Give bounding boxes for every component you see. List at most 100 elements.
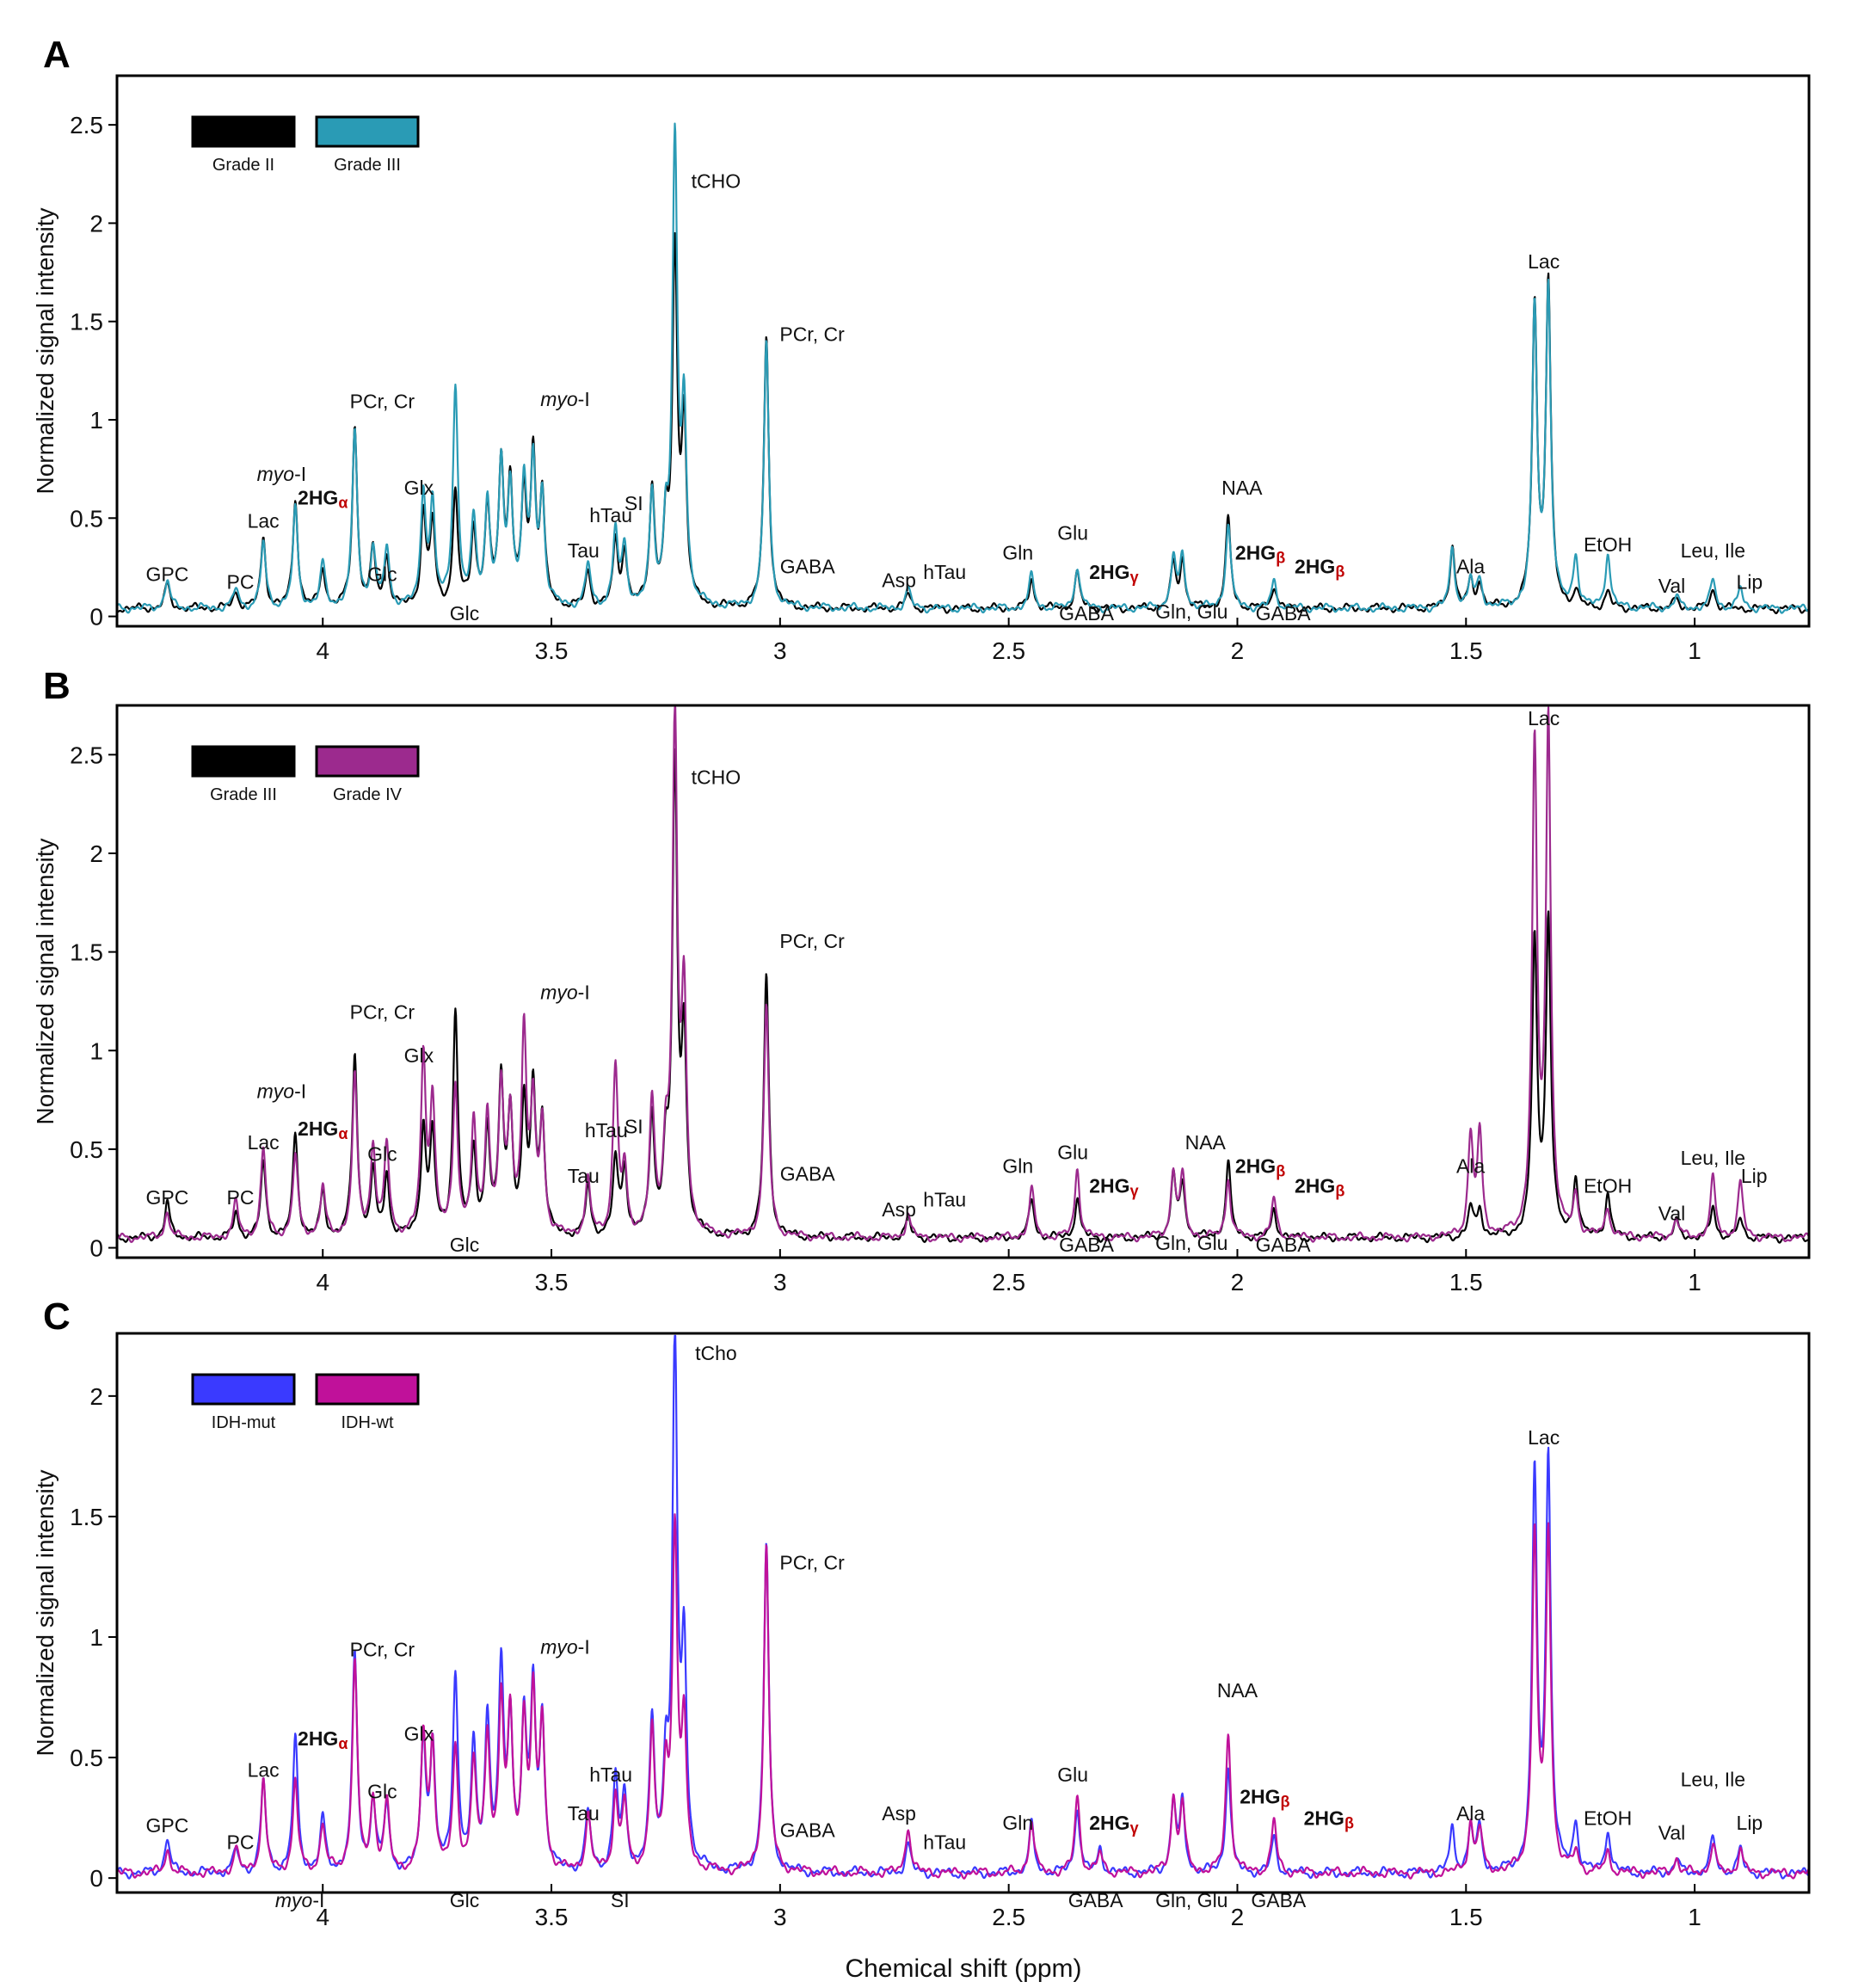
peak-label: 2HGβ bbox=[1295, 1174, 1344, 1199]
peak-label: NAA bbox=[1185, 1131, 1227, 1154]
label-italic: myo bbox=[540, 388, 578, 410]
peak-label: Glu bbox=[1057, 1763, 1088, 1786]
y-tick-label: 0 bbox=[89, 1865, 103, 1892]
peak-label: Ala bbox=[1456, 1802, 1485, 1825]
x-tick-label: 2 bbox=[1231, 1904, 1245, 1930]
label-main: 2HG bbox=[1089, 1812, 1129, 1834]
label-main: 2HG bbox=[1240, 1785, 1280, 1807]
label-main: 2HG bbox=[298, 486, 338, 508]
peak-label: PC bbox=[227, 571, 255, 594]
peak-label: Leu, Ile bbox=[1681, 1769, 1745, 1791]
label-subscript: β bbox=[1281, 1793, 1290, 1810]
label-italic: myo bbox=[540, 982, 578, 1004]
y-axis-title: Normalized signal intensity bbox=[32, 207, 58, 494]
label-italic: myo bbox=[540, 1636, 578, 1659]
label-subscript: β bbox=[1276, 1162, 1285, 1179]
peak-label: hTau bbox=[589, 1763, 632, 1786]
peak-label: PCr, Cr bbox=[350, 1638, 415, 1660]
label-main: 2HG bbox=[1295, 555, 1335, 577]
peak-label: hTau bbox=[585, 1119, 628, 1142]
y-axis-title: Normalized signal intensity bbox=[32, 838, 58, 1124]
peak-label: Ala bbox=[1456, 555, 1485, 577]
peak-label: hTau bbox=[923, 561, 966, 583]
legend-swatch bbox=[191, 1373, 296, 1406]
peak-label: NAA bbox=[1221, 477, 1263, 499]
peak-label: PCr, Cr bbox=[779, 1552, 845, 1574]
x-tick-label: 3 bbox=[773, 637, 787, 664]
plot-frame bbox=[115, 704, 1811, 1259]
y-tick-label: 1 bbox=[89, 1624, 103, 1651]
label-rest: -I bbox=[294, 463, 306, 485]
peak-label: Gln bbox=[1002, 1154, 1033, 1177]
peak-label: Leu, Ile bbox=[1681, 1147, 1745, 1169]
legend-label: Grade II bbox=[212, 156, 274, 175]
peak-label: Glc bbox=[367, 563, 397, 585]
x-tick-label: 3.5 bbox=[535, 1904, 569, 1930]
legend-label: IDH-wt bbox=[341, 1413, 394, 1432]
peak-label: PCr, Cr bbox=[779, 323, 845, 346]
x-tick-label: 2.5 bbox=[992, 637, 1025, 664]
peak-label: Glu bbox=[1057, 1141, 1088, 1163]
y-tick-label: 2.5 bbox=[70, 112, 103, 138]
peak-label: Lip bbox=[1741, 1165, 1768, 1187]
label-subscript: β bbox=[1276, 549, 1285, 566]
x-tick-label: 2 bbox=[1231, 637, 1245, 664]
peak-label: Tau bbox=[568, 539, 600, 562]
peak-label: SI bbox=[611, 1889, 630, 1911]
peak-label: 2HGγ bbox=[1089, 1174, 1138, 1199]
legend-swatch bbox=[191, 115, 296, 148]
peak-label: Val bbox=[1658, 1202, 1686, 1224]
x-tick-label: 2.5 bbox=[992, 1269, 1025, 1296]
peak-label: GABA bbox=[1059, 602, 1115, 625]
peak-label: Gln, Glu bbox=[1155, 1889, 1227, 1911]
peak-label: 2HGβ bbox=[1304, 1807, 1354, 1832]
label-subscript: α bbox=[338, 1735, 348, 1752]
x-tick-label: 1.5 bbox=[1449, 1904, 1483, 1930]
peak-label: 2HGγ bbox=[1089, 561, 1138, 586]
peak-label: Glc bbox=[367, 1143, 397, 1166]
x-tick-label: 1 bbox=[1688, 637, 1701, 664]
peak-label: GABA bbox=[780, 1163, 836, 1185]
peak-label: myo-I bbox=[257, 463, 307, 485]
peak-label: Glu bbox=[1057, 521, 1088, 544]
peak-label: PC bbox=[227, 1186, 255, 1209]
peak-label: Asp bbox=[882, 569, 916, 591]
x-tick-label: 3.5 bbox=[535, 1269, 569, 1296]
label-subscript: β bbox=[1335, 563, 1344, 580]
peak-label: Glx bbox=[404, 1722, 434, 1745]
label-main: 2HG bbox=[298, 1117, 338, 1140]
peak-label: 2HGα bbox=[298, 1727, 348, 1752]
legend-swatch bbox=[315, 115, 420, 148]
peak-label: EtOH bbox=[1584, 1174, 1632, 1197]
peak-label: Gln, Glu bbox=[1155, 1232, 1227, 1254]
peak-label: Lip bbox=[1737, 571, 1763, 594]
label-rest: -I bbox=[578, 1636, 590, 1659]
peak-label: Asp bbox=[882, 1802, 916, 1825]
label-subscript: γ bbox=[1130, 569, 1139, 586]
peak-label: Val bbox=[1658, 575, 1686, 597]
peak-label: 2HGβ bbox=[1235, 1154, 1285, 1179]
peak-label: myo-I bbox=[540, 1636, 590, 1659]
panel-letter: A bbox=[43, 34, 71, 76]
peak-label: tCHO bbox=[692, 169, 741, 192]
peak-label: SI bbox=[625, 492, 643, 514]
peak-label: tCHO bbox=[692, 766, 741, 789]
x-tick-label: 2 bbox=[1231, 1269, 1245, 1296]
peak-label: Lac bbox=[248, 510, 280, 532]
peak-label: GABA bbox=[1059, 1234, 1115, 1256]
peak-label: Glx bbox=[404, 477, 434, 499]
peak-label: Glc bbox=[450, 602, 480, 625]
peak-label: GABA bbox=[780, 555, 836, 577]
peak-label: Lac bbox=[248, 1759, 280, 1782]
peak-label: tCho bbox=[695, 1342, 737, 1364]
y-tick-label: 2 bbox=[89, 1383, 103, 1410]
peak-label: 2HGβ bbox=[1295, 555, 1344, 580]
peak-label: GABA bbox=[780, 1819, 836, 1842]
peak-label: Lac bbox=[1528, 1426, 1560, 1449]
peak-label: Glc bbox=[450, 1234, 480, 1256]
legend-label: IDH-mut bbox=[212, 1413, 276, 1432]
label-main: 2HG bbox=[1235, 1154, 1276, 1177]
y-tick-label: 0.5 bbox=[70, 505, 103, 532]
label-subscript: γ bbox=[1130, 1819, 1139, 1837]
